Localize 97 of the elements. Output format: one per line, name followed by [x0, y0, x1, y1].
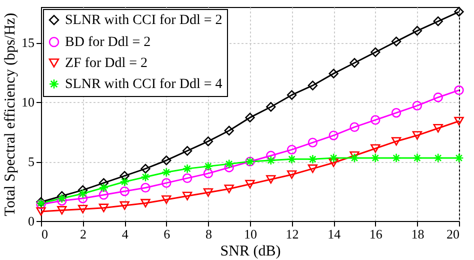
point	[98, 190, 109, 200]
point	[162, 178, 172, 188]
point	[454, 153, 464, 163]
point	[433, 92, 443, 102]
point	[286, 170, 297, 179]
x-tick-label: 18	[411, 226, 424, 242]
point	[57, 196, 67, 206]
point	[308, 154, 318, 164]
x-tick-label: 8	[205, 226, 212, 242]
legend-label: SLNR with CCI for Ddl = 2	[65, 13, 222, 28]
point	[140, 198, 150, 208]
legend-label: SLNR with CCI for Ddl = 4	[65, 77, 222, 92]
point	[412, 100, 422, 111]
point	[140, 164, 150, 174]
point	[370, 153, 380, 163]
x-tick-label: 20	[446, 226, 460, 242]
point	[328, 130, 338, 140]
y-tick-label: 15	[22, 35, 34, 50]
x-tick-label: 16	[369, 226, 383, 242]
point	[224, 159, 234, 169]
y-tick-label: 5	[28, 154, 34, 170]
point	[120, 176, 130, 187]
point	[78, 188, 88, 198]
x-tick-label: 6	[164, 226, 171, 242]
point	[140, 172, 150, 182]
point	[120, 170, 130, 181]
point	[391, 108, 402, 118]
point	[370, 47, 380, 58]
point	[162, 195, 172, 204]
point	[78, 204, 88, 214]
legend-label: ZF for Ddl = 2	[65, 56, 148, 71]
point	[266, 102, 276, 112]
point	[36, 207, 46, 216]
legend-label: BD for Ddl = 2	[65, 35, 151, 50]
point	[245, 180, 255, 188]
point	[328, 153, 338, 163]
point	[78, 194, 88, 204]
point	[412, 26, 422, 36]
x-tick-label: 14	[328, 226, 342, 242]
x-tick-label: 10	[244, 226, 257, 242]
point	[412, 153, 422, 163]
point	[370, 115, 380, 125]
point	[224, 184, 234, 194]
point	[454, 116, 464, 126]
point	[454, 6, 464, 17]
point	[162, 167, 172, 178]
point	[433, 124, 443, 133]
point	[57, 194, 67, 204]
point	[391, 137, 402, 146]
point	[412, 131, 422, 140]
point	[120, 186, 130, 196]
x-tick-label: 0	[42, 226, 48, 242]
point	[57, 206, 67, 215]
point	[245, 112, 255, 122]
point	[120, 201, 130, 210]
point	[328, 68, 338, 78]
y-tick-label: 0	[28, 214, 34, 228]
x-tick-label: 12	[286, 226, 299, 242]
x-tick-label: 4	[122, 226, 129, 242]
point	[308, 164, 318, 173]
y-tick-label: 10	[22, 94, 34, 110]
point	[370, 144, 380, 153]
point	[98, 204, 109, 212]
point	[266, 156, 276, 166]
point	[266, 150, 276, 160]
point	[308, 80, 318, 90]
point	[224, 126, 234, 136]
point	[454, 85, 464, 96]
y-axis-title: Total Spectral efficiency (bps/Hz)	[2, 12, 18, 216]
point	[140, 182, 150, 193]
point	[286, 90, 297, 100]
point	[57, 191, 67, 201]
point	[308, 138, 318, 148]
point	[182, 173, 192, 184]
point	[162, 156, 172, 166]
point	[203, 161, 214, 172]
point	[350, 122, 360, 132]
point	[328, 158, 338, 168]
x-axis-title: SNR (dB)	[220, 244, 281, 260]
point	[203, 188, 214, 197]
point	[98, 178, 109, 188]
point	[203, 168, 214, 178]
point	[203, 136, 214, 146]
point	[182, 164, 192, 174]
point	[391, 36, 402, 46]
point	[433, 153, 443, 163]
point	[182, 192, 192, 200]
point	[391, 153, 402, 163]
point	[224, 162, 234, 172]
x-tick-label: 2	[80, 226, 87, 242]
point	[286, 154, 297, 164]
point	[433, 16, 443, 26]
point	[350, 58, 360, 68]
point	[286, 144, 297, 154]
point	[98, 182, 109, 193]
point	[182, 146, 192, 156]
point	[266, 175, 276, 184]
